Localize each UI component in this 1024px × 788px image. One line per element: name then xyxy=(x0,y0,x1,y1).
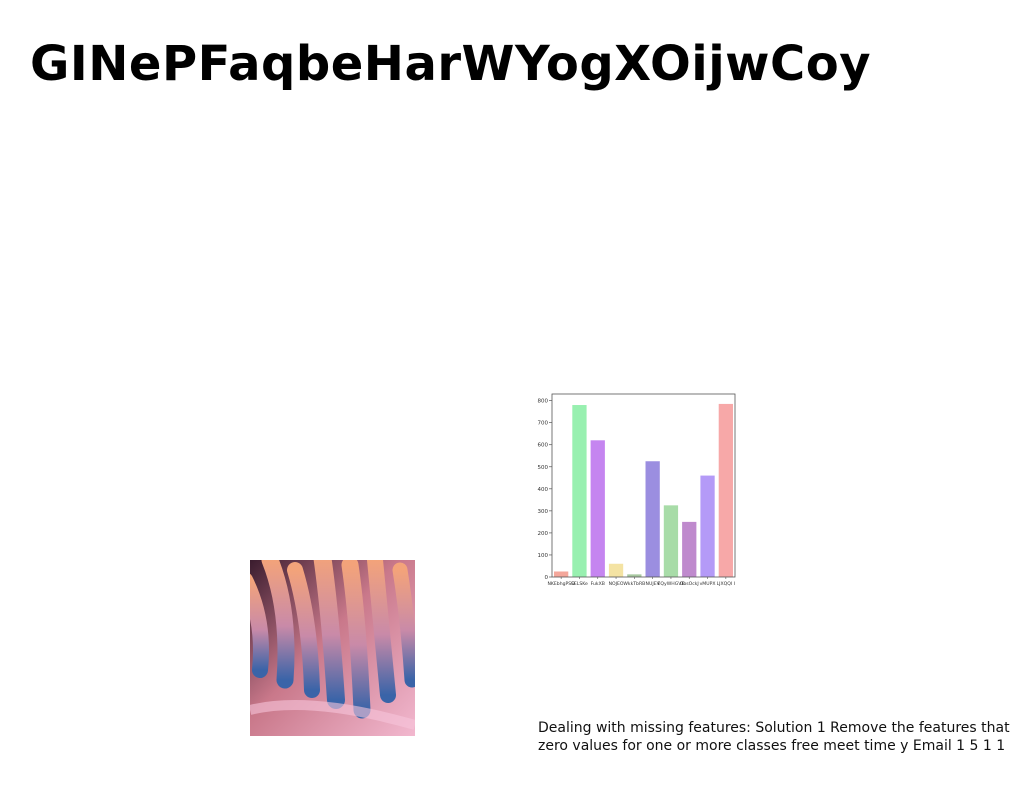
x-tick-label-8: vMUPX xyxy=(700,581,716,587)
bar-6 xyxy=(663,505,679,577)
x-tick-label-2: FukXB xyxy=(591,581,605,587)
bar-8 xyxy=(700,475,715,577)
y-tick-label-5: 500 xyxy=(538,465,549,471)
bar-7 xyxy=(682,521,697,577)
x-tick-label-9: LJXQQI I xyxy=(717,581,735,587)
sea-anemone-photo xyxy=(250,560,415,736)
slide-title: GINePFaqbeHarWYogXOijwCoy xyxy=(30,36,872,92)
bar-4 xyxy=(627,574,642,577)
x-tick-label-5: NUJEV xyxy=(646,581,661,587)
bar-3 xyxy=(608,563,624,577)
y-tick-label-6: 600 xyxy=(538,443,549,449)
caption-line-1: Dealing with missing features: Solution … xyxy=(538,720,1010,736)
y-tick-label-7: 700 xyxy=(538,421,549,427)
x-tick-label-3: NOJEO xyxy=(609,581,624,587)
bar-chart: 0 100 200 300 400 500 600 700 800 NKEbhgPSO SELSKe… xyxy=(536,390,742,594)
bar-1 xyxy=(572,405,587,577)
y-tick-label-2: 200 xyxy=(538,531,549,537)
y-tick-label-4: 400 xyxy=(538,487,549,493)
y-tick-label-3: 300 xyxy=(538,509,549,515)
bar-2 xyxy=(590,440,605,577)
slide-caption: Dealing with missing features: Solution … xyxy=(538,719,1024,755)
bar-5 xyxy=(645,461,660,577)
plot-frame xyxy=(551,393,736,578)
caption-line-2: zero values for one or more classes free… xyxy=(538,738,1006,754)
bar-chart-svg: 0 100 200 300 400 500 600 700 800 NKEbhgPSOSELSKe… xyxy=(538,393,736,587)
bar-9 xyxy=(718,403,733,577)
x-tick-label-1: SELSKe xyxy=(571,581,588,587)
bar-0 xyxy=(554,571,569,577)
y-tick-label-0: 0 xyxy=(545,575,549,581)
x-tick-label-7: ObsOckJ xyxy=(680,581,699,587)
x-tick-label-6: EQyWHGVE xyxy=(658,581,685,587)
y-tick-label-1: 100 xyxy=(538,553,549,559)
x-tick-label-0: NKEbhgPSO xyxy=(547,581,575,587)
x-tick-label-4: WkkTbRB xyxy=(623,581,645,587)
y-tick-label-8: 800 xyxy=(538,399,549,405)
